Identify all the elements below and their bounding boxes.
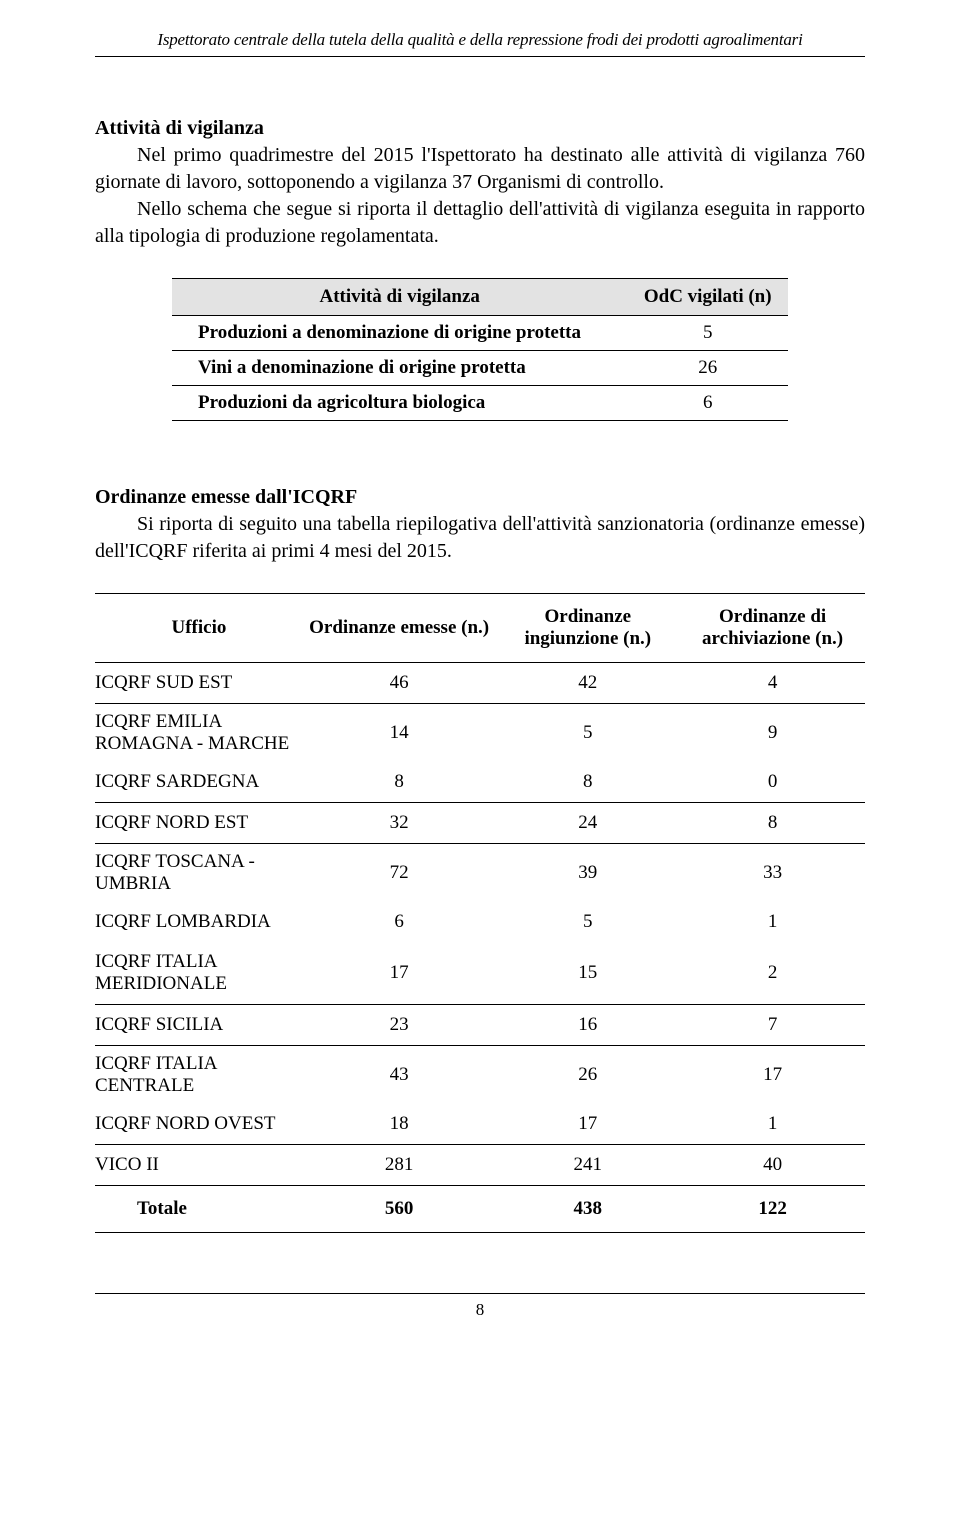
table-row: Vini a denominazione di origine protetta… xyxy=(172,351,788,386)
table2-archiviazione: 0 xyxy=(680,762,865,803)
table2-emesse: 72 xyxy=(303,844,496,903)
table-row: ICQRF SUD EST46424 xyxy=(95,663,865,704)
table1-row-label: Produzioni da agricoltura biologica xyxy=(172,386,627,421)
table2-office: ICQRF SUD EST xyxy=(95,663,303,704)
table2-archiviazione: 7 xyxy=(680,1005,865,1046)
table-row: ICQRF NORD OVEST18171 xyxy=(95,1104,865,1145)
table2-total-label: Totale xyxy=(95,1186,303,1233)
table2-emesse: 46 xyxy=(303,663,496,704)
table2-archiviazione: 8 xyxy=(680,803,865,844)
table-row: ICQRF SICILIA23167 xyxy=(95,1005,865,1046)
table2-archiviazione: 17 xyxy=(680,1046,865,1105)
table2-ingiunzione: 5 xyxy=(495,704,680,763)
table2-office: ICQRF SICILIA xyxy=(95,1005,303,1046)
table2-office: VICO II xyxy=(95,1145,303,1186)
table2-ingiunzione: 26 xyxy=(495,1046,680,1105)
section-ordinanze-p1: Si riporta di seguito una tabella riepil… xyxy=(95,511,865,565)
table2-emesse: 14 xyxy=(303,704,496,763)
table2-emesse: 32 xyxy=(303,803,496,844)
table2-col-3: Ordinanze di archiviazione (n.) xyxy=(680,594,865,663)
table2-archiviazione: 33 xyxy=(680,844,865,903)
table2-emesse: 17 xyxy=(303,942,496,1005)
page-header: Ispettorato centrale della tutela della … xyxy=(95,30,865,57)
table-row: Produzioni da agricoltura biologica6 xyxy=(172,386,788,421)
table2-ingiunzione: 241 xyxy=(495,1145,680,1186)
table-row: ICQRF LOMBARDIA651 xyxy=(95,902,865,942)
table2-emesse: 8 xyxy=(303,762,496,803)
table2-col-2: Ordinanze ingiunzione (n.) xyxy=(495,594,680,663)
table2-archiviazione: 4 xyxy=(680,663,865,704)
table2-office: ICQRF SARDEGNA xyxy=(95,762,303,803)
table1-row-label: Vini a denominazione di origine protetta xyxy=(172,351,627,386)
table1-row-value: 26 xyxy=(627,351,788,386)
table-row: ICQRF ITALIA MERIDIONALE17152 xyxy=(95,942,865,1005)
table2-ingiunzione: 5 xyxy=(495,902,680,942)
table2-ingiunzione: 17 xyxy=(495,1104,680,1145)
table2-ingiunzione: 16 xyxy=(495,1005,680,1046)
table1-col-0: Attività di vigilanza xyxy=(172,279,627,316)
table1-row-value: 5 xyxy=(627,316,788,351)
table2-office: ICQRF NORD OVEST xyxy=(95,1104,303,1145)
table-row: VICO II28124140 xyxy=(95,1145,865,1186)
table2-col-0: Ufficio xyxy=(95,594,303,663)
table2-office: ICQRF ITALIA MERIDIONALE xyxy=(95,942,303,1005)
table2-emesse: 6 xyxy=(303,902,496,942)
table2-total-c1: 560 xyxy=(303,1186,496,1233)
table2-total-c3: 122 xyxy=(680,1186,865,1233)
table2-office: ICQRF EMILIA ROMAGNA - MARCHE xyxy=(95,704,303,763)
table2-emesse: 18 xyxy=(303,1104,496,1145)
section-vigilanza-p1: Nel primo quadrimestre del 2015 l'Ispett… xyxy=(95,142,865,196)
section-vigilanza-title: Attività di vigilanza xyxy=(95,117,865,140)
table1-row-label: Produzioni a denominazione di origine pr… xyxy=(172,316,627,351)
table2-emesse: 281 xyxy=(303,1145,496,1186)
table2-ingiunzione: 39 xyxy=(495,844,680,903)
table2-office: ICQRF TOSCANA -UMBRIA xyxy=(95,844,303,903)
table1-col-1: OdC vigilati (n) xyxy=(627,279,788,316)
section-vigilanza-p2: Nello schema che segue si riporta il det… xyxy=(95,196,865,250)
ordinanze-table: Ufficio Ordinanze emesse (n.) Ordinanze … xyxy=(95,593,865,1233)
table-row: ICQRF SARDEGNA880 xyxy=(95,762,865,803)
table2-ingiunzione: 42 xyxy=(495,663,680,704)
table2-archiviazione: 1 xyxy=(680,1104,865,1145)
table2-office: ICQRF NORD EST xyxy=(95,803,303,844)
table-row: ICQRF TOSCANA -UMBRIA723933 xyxy=(95,844,865,903)
table2-archiviazione: 2 xyxy=(680,942,865,1005)
table2-archiviazione: 9 xyxy=(680,704,865,763)
table2-archiviazione: 40 xyxy=(680,1145,865,1186)
table1-row-value: 6 xyxy=(627,386,788,421)
table-row: ICQRF EMILIA ROMAGNA - MARCHE1459 xyxy=(95,704,865,763)
vigilanza-table: Attività di vigilanza OdC vigilati (n) P… xyxy=(172,278,788,421)
table2-col-1: Ordinanze emesse (n.) xyxy=(303,594,496,663)
table-row: ICQRF NORD EST32248 xyxy=(95,803,865,844)
section-ordinanze-title: Ordinanze emesse dall'ICQRF xyxy=(95,486,865,509)
table2-total-c2: 438 xyxy=(495,1186,680,1233)
table2-emesse: 23 xyxy=(303,1005,496,1046)
table2-archiviazione: 1 xyxy=(680,902,865,942)
table-row: ICQRF ITALIA CENTRALE432617 xyxy=(95,1046,865,1105)
table2-office: ICQRF ITALIA CENTRALE xyxy=(95,1046,303,1105)
table2-emesse: 43 xyxy=(303,1046,496,1105)
table2-ingiunzione: 15 xyxy=(495,942,680,1005)
table2-ingiunzione: 8 xyxy=(495,762,680,803)
page-number: 8 xyxy=(95,1293,865,1320)
table2-office: ICQRF LOMBARDIA xyxy=(95,902,303,942)
table-row: Produzioni a denominazione di origine pr… xyxy=(172,316,788,351)
table2-ingiunzione: 24 xyxy=(495,803,680,844)
